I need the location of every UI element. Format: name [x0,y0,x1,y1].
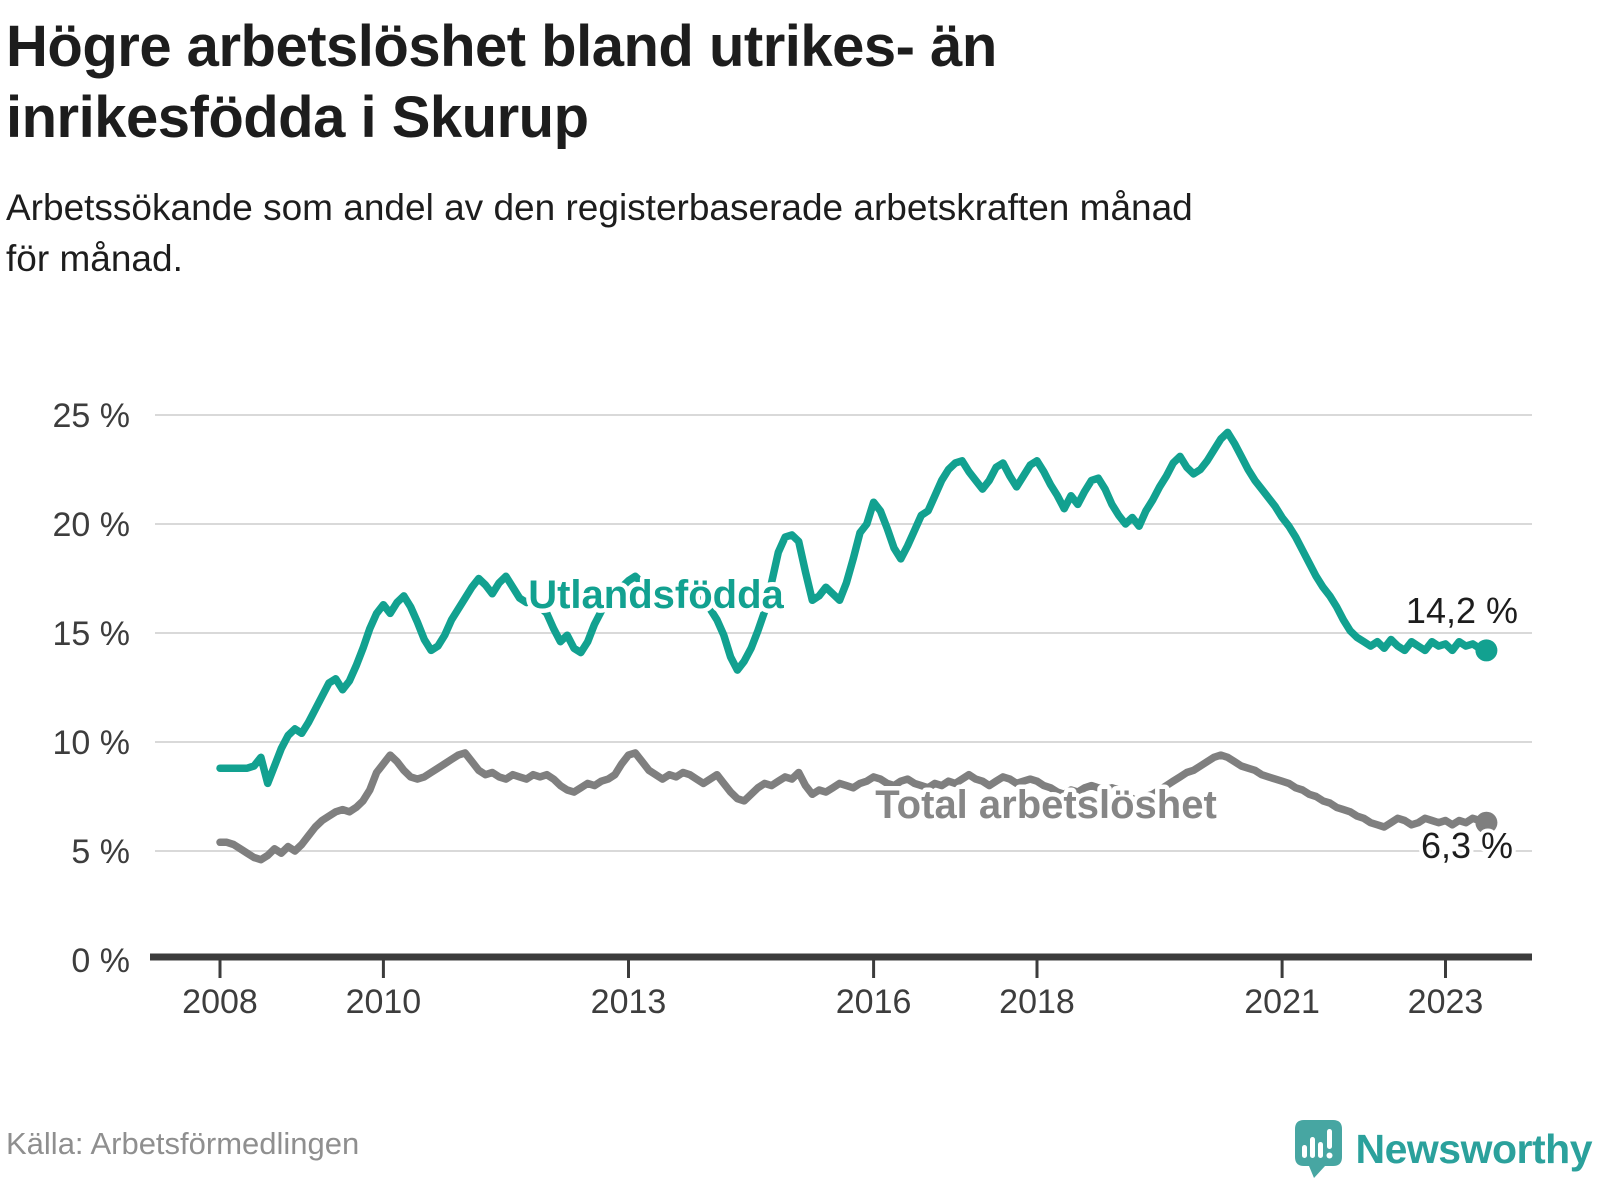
utlandsfodda-end-value-label: 14,2 % [1406,590,1518,631]
total-series-label: Total arbetslöshet [875,783,1217,827]
y-tick-label: 0 % [71,942,130,980]
series-lines [216,428,1491,864]
chart-subtitle: Arbetssökande som andel av den registerb… [6,182,1566,286]
chart-header: Högre arbetslöshet bland utrikes- än inr… [6,12,1566,285]
title-line-1: Högre arbetslöshet bland utrikes- än [6,14,997,79]
utlandsfodda-series-label: Utlandsfödda [528,573,784,617]
total-endpoint-dot [1475,811,1498,834]
total-line [216,749,1491,864]
x-tick-label: 2016 [836,983,912,1021]
gridlines [155,414,1532,852]
y-tick-label: 10 % [53,724,131,762]
title-line-2: inrikesfödda i Skurup [6,84,589,150]
utlandsfodda-line [216,428,1491,788]
subtitle-line-1: Arbetssökande som andel av den registerb… [6,186,1193,228]
x-axis [150,953,1532,978]
x-tick-label: 2023 [1408,983,1484,1021]
total-end-value-label: 6,3 % [1421,825,1513,866]
newsworthy-icon [1294,1120,1342,1178]
y-axis-labels: 0 % 5 % 10 % 15 % 20 % 25 % [53,397,131,980]
y-tick-label: 20 % [53,506,131,544]
x-tick-label: 2010 [346,983,422,1021]
x-tick-label: 2008 [182,983,258,1021]
x-axis-labels: 2008 2010 2013 2016 2018 2021 2023 [182,983,1483,1021]
source-note: Källa: Arbetsförmedlingen [6,1126,360,1161]
y-tick-label: 5 % [71,833,130,871]
page-title: Högre arbetslöshet bland utrikes- än inr… [6,12,1566,154]
x-tick-label: 2021 [1244,983,1320,1021]
x-tick-label: 2013 [591,983,667,1021]
y-tick-label: 25 % [53,397,131,435]
utlandsfodda-endpoint-dot [1475,639,1498,662]
subtitle-line-2: för månad. [6,238,183,280]
x-tick-label: 2018 [999,983,1075,1021]
newsworthy-wordmark: Newsworthy [1355,1126,1593,1172]
y-tick-label: 15 % [53,615,131,653]
newsworthy-logo[interactable]: Newsworthy [1294,1120,1593,1179]
